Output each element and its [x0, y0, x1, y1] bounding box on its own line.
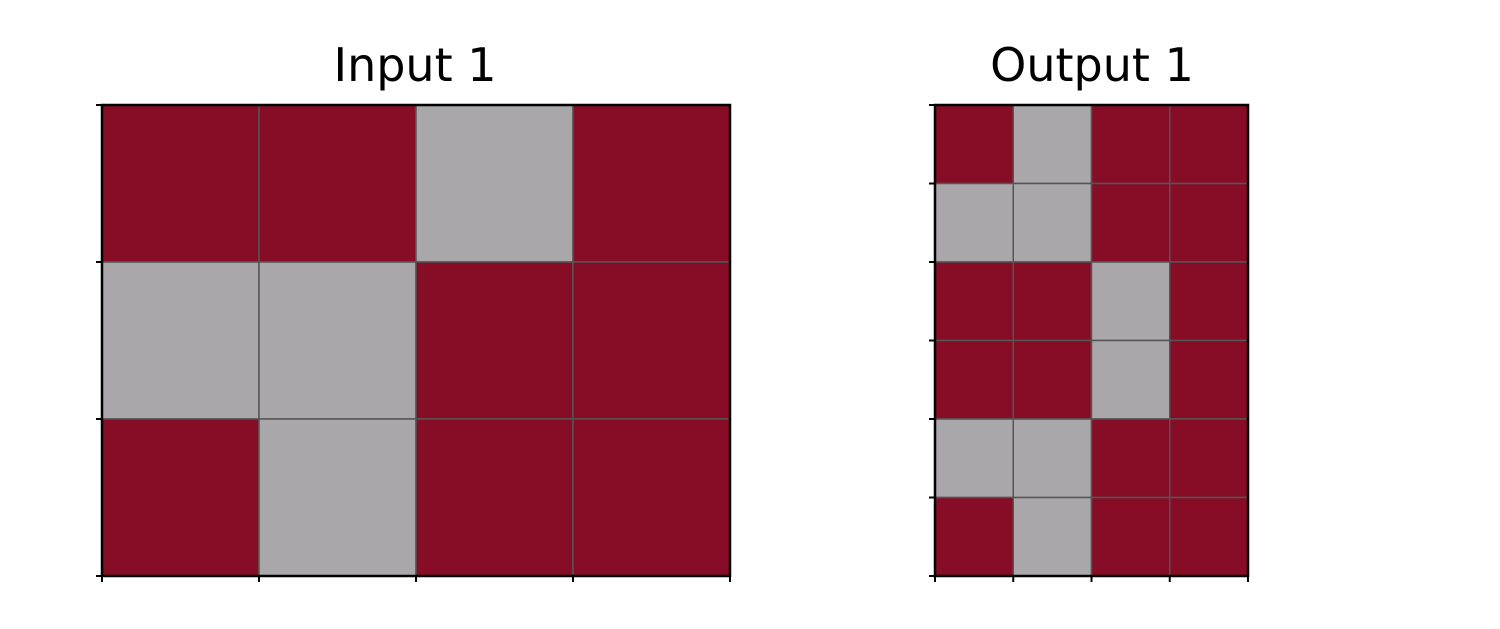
output-cell-1-1: [1012, 182, 1093, 263]
input-cell-2-3: [572, 418, 731, 577]
input-panel: Input 1: [96, 38, 732, 582]
output-cell-4-2: [1090, 418, 1171, 499]
input-cell-1-0: [101, 261, 260, 420]
input-cell-2-1: [258, 418, 417, 577]
input-cell-0-3: [572, 104, 731, 263]
output-cell-2-2: [1090, 261, 1171, 342]
input-title: Input 1: [334, 38, 497, 92]
input-cell-2-0: [101, 418, 260, 577]
output-cell-5-2: [1090, 496, 1171, 577]
output-cell-1-0: [934, 182, 1014, 263]
output-cell-2-3: [1169, 261, 1249, 342]
output-cell-2-1: [1012, 261, 1093, 342]
input-cell-1-3: [572, 261, 731, 420]
output-cell-5-1: [1012, 496, 1093, 577]
input-cell-2-2: [415, 418, 574, 577]
input-cell-0-2: [415, 104, 574, 263]
output-cell-3-1: [1012, 339, 1093, 420]
output-cell-0-1: [1012, 104, 1093, 185]
output-cell-5-3: [1169, 496, 1249, 577]
input-grid: [96, 103, 732, 582]
output-cell-3-2: [1090, 339, 1171, 420]
output-cell-0-2: [1090, 104, 1171, 185]
output-cell-0-0: [934, 104, 1014, 185]
input-cell-1-1: [258, 261, 417, 420]
output-cell-3-3: [1169, 339, 1249, 420]
output-cell-0-3: [1169, 104, 1249, 185]
output-cell-2-0: [934, 261, 1014, 342]
input-cell-0-1: [258, 104, 417, 263]
output-cell-4-1: [1012, 418, 1093, 499]
output-cell-4-0: [934, 418, 1014, 499]
output-panel: Output 1: [929, 38, 1250, 582]
output-cell-5-0: [934, 496, 1014, 577]
input-cell-0-0: [101, 104, 260, 263]
output-cell-1-2: [1090, 182, 1171, 263]
output-grid: [929, 103, 1250, 582]
input-cell-1-2: [415, 261, 574, 420]
output-cell-4-3: [1169, 418, 1249, 499]
output-cell-1-3: [1169, 182, 1249, 263]
output-title: Output 1: [990, 38, 1194, 92]
output-cell-3-0: [934, 339, 1014, 420]
